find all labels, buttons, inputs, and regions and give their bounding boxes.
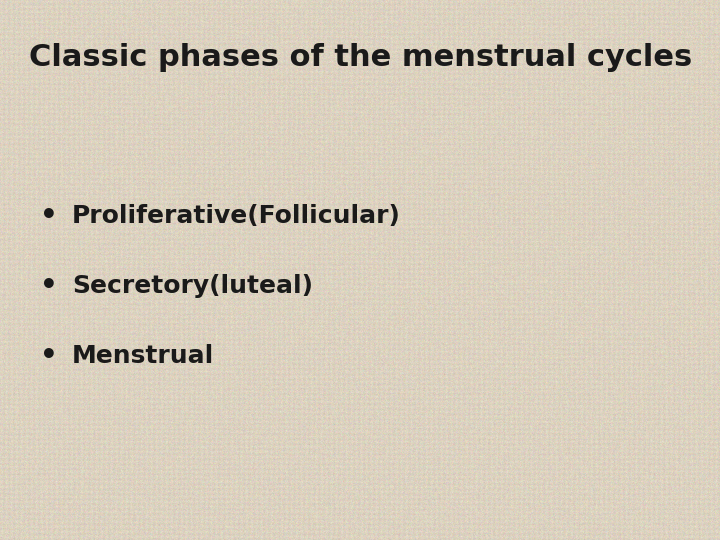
Text: •: • [40,202,58,230]
Text: Secretory(luteal): Secretory(luteal) [72,274,313,298]
Text: •: • [40,342,58,370]
Text: Menstrual: Menstrual [72,345,215,368]
Text: Classic phases of the menstrual cycles: Classic phases of the menstrual cycles [29,43,692,72]
Text: Proliferative(Follicular): Proliferative(Follicular) [72,204,401,228]
Text: •: • [40,272,58,300]
